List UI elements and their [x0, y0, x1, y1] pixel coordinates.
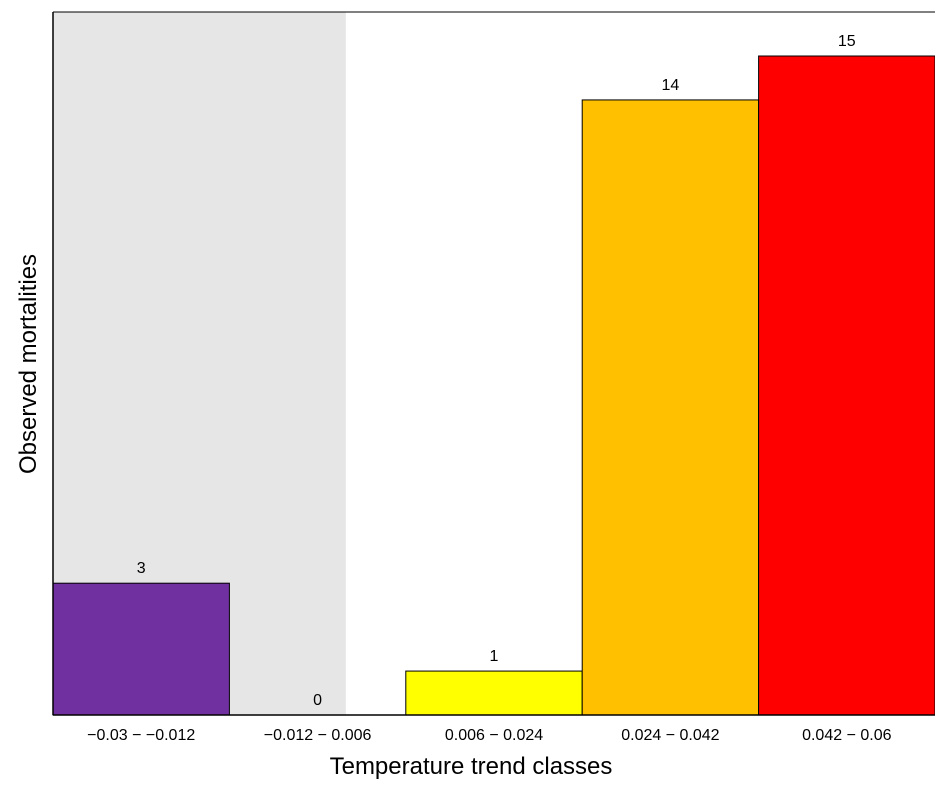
x-tick-label: −0.03 − −0.012: [87, 727, 195, 744]
x-tick-label: 0.006 − 0.024: [445, 727, 543, 744]
x-tick-label: 0.042 − 0.06: [802, 727, 892, 744]
axes-layer: [52, 11, 935, 716]
bar: [758, 55, 935, 716]
data-label: 1: [490, 648, 499, 665]
bar: [52, 582, 230, 716]
x-axis-title: Temperature trend classes: [330, 753, 613, 780]
bars-layer: [52, 55, 935, 716]
data-label: 14: [662, 77, 680, 94]
data-label: 0: [313, 692, 322, 709]
bar: [581, 99, 760, 716]
data-label: 15: [838, 33, 856, 50]
x-tick-label: −0.012 − 0.006: [264, 727, 372, 744]
x-tick-label: 0.024 − 0.042: [621, 727, 719, 744]
bar: [405, 670, 583, 716]
data-label: 3: [137, 560, 146, 577]
y-axis-title: Observed mortalities: [15, 254, 42, 474]
data-labels-layer: 3 0 1 14 15: [137, 33, 856, 709]
tick-labels-layer: −0.03 − −0.012 −0.012 − 0.006 0.006 − 0.02…: [87, 727, 891, 744]
